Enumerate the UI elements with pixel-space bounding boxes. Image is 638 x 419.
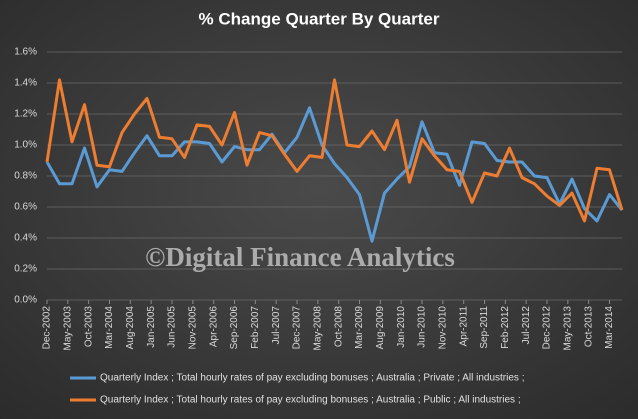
x-tick-label: Oct-2008	[333, 306, 344, 348]
x-tick-label: Mar-2004	[104, 306, 115, 349]
x-tick-label: Mar-2009	[354, 306, 365, 349]
x-tick-label: Jan-2010	[396, 306, 407, 348]
y-tick-label: 0.8%	[14, 171, 37, 182]
chart-title: % Change Quarter By Quarter	[199, 9, 440, 28]
x-tick-label: May-2008	[312, 306, 323, 351]
y-tick-label: 1.0%	[14, 140, 37, 151]
series-line	[45, 78, 624, 223]
y-tick-label: 1.2%	[14, 109, 37, 120]
x-tick-label: Sep-2006	[229, 306, 240, 350]
x-tick-label: Dec-2007	[292, 306, 303, 350]
x-tick-label: Apr-2006	[208, 306, 219, 348]
x-tick-label: Jun-2005	[167, 306, 178, 348]
x-tick-label: May-2013	[562, 306, 573, 351]
x-tick-label: Oct-2003	[83, 306, 94, 348]
y-tick-label: 1.4%	[14, 78, 37, 89]
y-tick-label: 1.6%	[14, 47, 37, 58]
x-tick-label: Sep-2011	[479, 306, 490, 349]
x-tick-label: Jun-2010	[417, 306, 428, 348]
x-tick-label: Jan-2005	[146, 306, 157, 348]
x-tick-label: Jul-2007	[271, 306, 282, 345]
x-tick-label: Nov-2010	[437, 306, 448, 350]
legend-label: Quarterly Index ; Total hourly rates of …	[100, 395, 521, 406]
x-tick-label: Aug-2004	[125, 306, 136, 350]
x-tick-label: May-2003	[62, 306, 73, 351]
y-tick-label: 0.4%	[14, 233, 37, 244]
x-tick-label: Nov-2005	[187, 306, 198, 350]
series-line	[45, 106, 624, 243]
x-tick-label: Apr-2011	[458, 306, 469, 347]
y-tick-label: 0.2%	[14, 264, 37, 275]
legend-label: Quarterly Index ; Total hourly rates of …	[100, 373, 524, 384]
y-tick-label: 0.0%	[14, 295, 37, 306]
x-tick-label: Oct-2013	[583, 306, 594, 348]
watermark: ©Digital Finance Analytics	[145, 242, 455, 272]
x-tick-label: Dec-2002	[42, 306, 53, 350]
x-tick-label: Aug-2009	[375, 306, 386, 350]
x-tick-label: Feb-2012	[500, 306, 511, 349]
y-tick-label: 0.6%	[14, 202, 37, 213]
x-tick-label: Feb-2007	[250, 306, 261, 349]
x-tick-label: Dec-2012	[542, 306, 553, 350]
x-tick-label: Jul-2012	[521, 306, 532, 345]
x-tick-label: Mar-2014	[604, 306, 615, 349]
